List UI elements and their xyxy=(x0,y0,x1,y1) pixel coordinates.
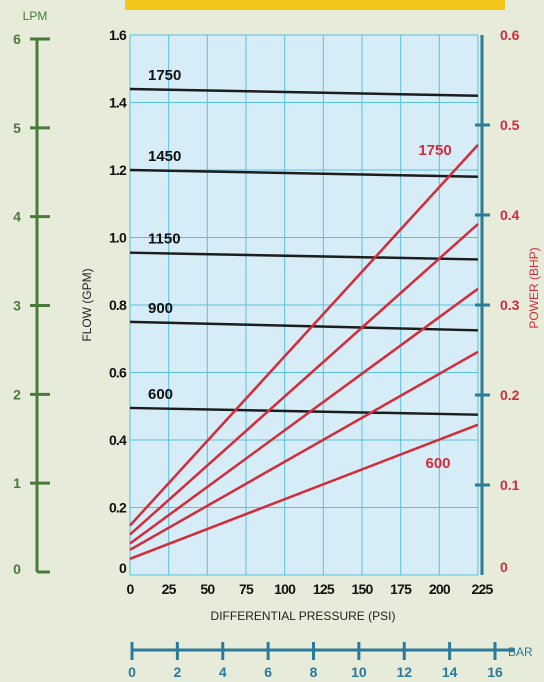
x-tick-label: 175 xyxy=(390,581,412,597)
y-tick-label: 0.8 xyxy=(109,297,127,313)
power-tick-label: 0.1 xyxy=(500,477,520,493)
power-line xyxy=(129,143,479,527)
bar-tick-label: 16 xyxy=(487,664,503,680)
y-tick-label: 1.6 xyxy=(109,27,127,43)
bar-tick-label: 8 xyxy=(310,664,318,680)
power-tick-label: 0.6 xyxy=(500,27,520,43)
x-tick-label: 50 xyxy=(200,581,215,597)
bar-tick-label: 6 xyxy=(264,664,272,680)
power-tick-label: 0.2 xyxy=(500,387,520,403)
y-tick-label: 0.4 xyxy=(109,432,127,448)
power-line xyxy=(129,223,479,536)
x-tick-label: 100 xyxy=(274,581,296,597)
flow-series-label: 600 xyxy=(148,386,173,403)
power-series xyxy=(129,143,479,560)
bar-tick-label: 12 xyxy=(396,664,412,680)
flow-series xyxy=(129,87,479,416)
lpm-tick-label: 6 xyxy=(13,31,21,47)
flow-series-label: 1750 xyxy=(148,67,181,84)
x-tick-label: 225 xyxy=(472,581,494,597)
lpm-axis-title: LPM xyxy=(23,9,48,23)
flow-line xyxy=(129,251,479,261)
x-tick-label: 75 xyxy=(239,581,254,597)
bar-tick-label: 14 xyxy=(442,664,458,680)
y-tick-label: 0 xyxy=(119,560,127,576)
lpm-tick-label: 4 xyxy=(13,209,21,225)
x-axis-title: DIFFERENTIAL PRESSURE (PSI) xyxy=(211,609,396,623)
y-tick-label: 1.2 xyxy=(109,162,127,178)
lpm-tick-label: 1 xyxy=(13,475,21,491)
bar-tick-label: 4 xyxy=(219,664,227,680)
y-tick-label: 1.4 xyxy=(109,95,127,111)
power-line xyxy=(129,287,479,545)
x-tick-label: 25 xyxy=(162,581,177,597)
power-line xyxy=(129,350,479,551)
bar-tick-label: 10 xyxy=(351,664,367,680)
bar-axis-title: BAR xyxy=(508,645,533,659)
x-tick-label: 200 xyxy=(429,581,451,597)
power-series-label: 600 xyxy=(425,455,450,472)
y-tick-label: 0.2 xyxy=(109,500,127,516)
power-tick-label: 0.5 xyxy=(500,117,520,133)
power-series-label: 1750 xyxy=(418,142,451,159)
bar-tick-label: 2 xyxy=(173,664,181,680)
x-tick-label: 150 xyxy=(352,581,374,597)
power-line xyxy=(129,423,479,560)
power-tick-label: 0 xyxy=(500,559,508,575)
x-tick-label: 0 xyxy=(127,581,135,597)
power-axis-title: POWER (BHP) xyxy=(527,247,541,328)
flow-line xyxy=(129,320,479,332)
top-banner xyxy=(125,0,505,10)
bar-tick-label: 0 xyxy=(128,664,136,680)
flow-line xyxy=(129,168,479,178)
power-tick-label: 0.4 xyxy=(500,207,520,223)
lpm-tick-label: 5 xyxy=(13,120,21,136)
y-tick-label: 1.0 xyxy=(109,230,127,246)
lpm-tick-label: 2 xyxy=(13,386,21,402)
flow-line xyxy=(129,87,479,97)
power-tick-label: 0.3 xyxy=(500,297,520,313)
x-tick-label: 125 xyxy=(313,581,335,597)
axes xyxy=(30,35,515,660)
flow-line xyxy=(129,406,479,416)
flow-series-label: 1150 xyxy=(148,231,181,248)
flow-series-label: 1450 xyxy=(148,148,181,165)
lpm-tick-label: 3 xyxy=(13,298,21,314)
flow-series-label: 900 xyxy=(148,300,173,317)
y-axis-title: FLOW (GPM) xyxy=(80,268,94,341)
y-tick-label: 0.6 xyxy=(109,365,127,381)
lpm-tick-label: 0 xyxy=(13,561,21,577)
